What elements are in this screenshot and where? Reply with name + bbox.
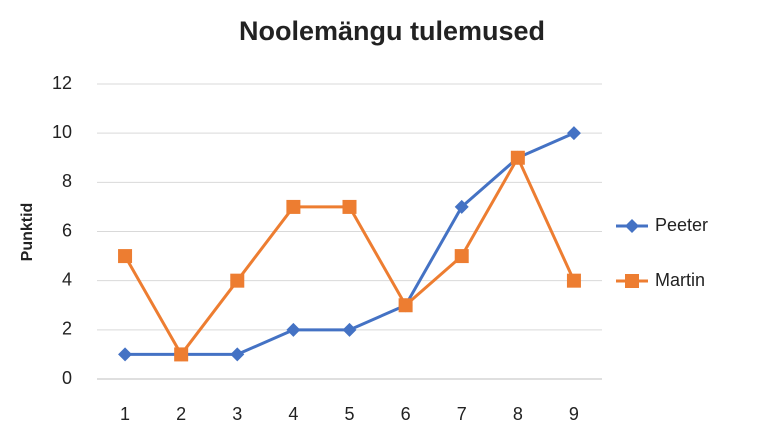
x-tick-label: 1: [120, 404, 130, 423]
x-tick-label: 7: [457, 404, 467, 423]
marker: [342, 199, 357, 214]
y-tick-label: 2: [62, 319, 72, 339]
x-tick-label: 8: [513, 404, 523, 423]
x-tick-label: 9: [569, 404, 579, 423]
x-tick-label: 5: [344, 404, 354, 423]
series-line: [125, 131, 575, 356]
marker: [174, 347, 189, 362]
legend-label: Martin: [655, 270, 705, 290]
marker: [230, 273, 245, 288]
chart-title: Noolemängu tulemused: [239, 16, 545, 46]
y-tick-label: 12: [52, 73, 72, 93]
marker: [118, 249, 133, 264]
marker: [342, 322, 357, 337]
legend-marker: [625, 219, 639, 233]
y-tick-label: 8: [62, 171, 72, 191]
marker: [566, 126, 581, 141]
marker: [230, 347, 245, 362]
marker: [286, 322, 301, 337]
y-tick-label: 6: [62, 220, 72, 240]
legend-label: Peeter: [655, 215, 708, 235]
y-tick-label: 0: [62, 368, 72, 388]
marker: [286, 199, 301, 214]
x-tick-label: 6: [401, 404, 411, 423]
marker: [398, 298, 413, 313]
marker: [454, 199, 469, 214]
y-axis-label: Punktid: [19, 203, 36, 262]
marker: [566, 273, 581, 288]
legend-marker: [625, 274, 639, 288]
marker: [510, 150, 525, 165]
x-tick-label: 3: [232, 404, 242, 423]
x-tick-label: 4: [288, 404, 298, 423]
y-tick-label: 10: [52, 122, 72, 142]
marker: [118, 347, 133, 362]
y-tick-label: 4: [62, 269, 72, 289]
marker: [454, 249, 469, 264]
x-tick-label: 2: [176, 404, 186, 423]
